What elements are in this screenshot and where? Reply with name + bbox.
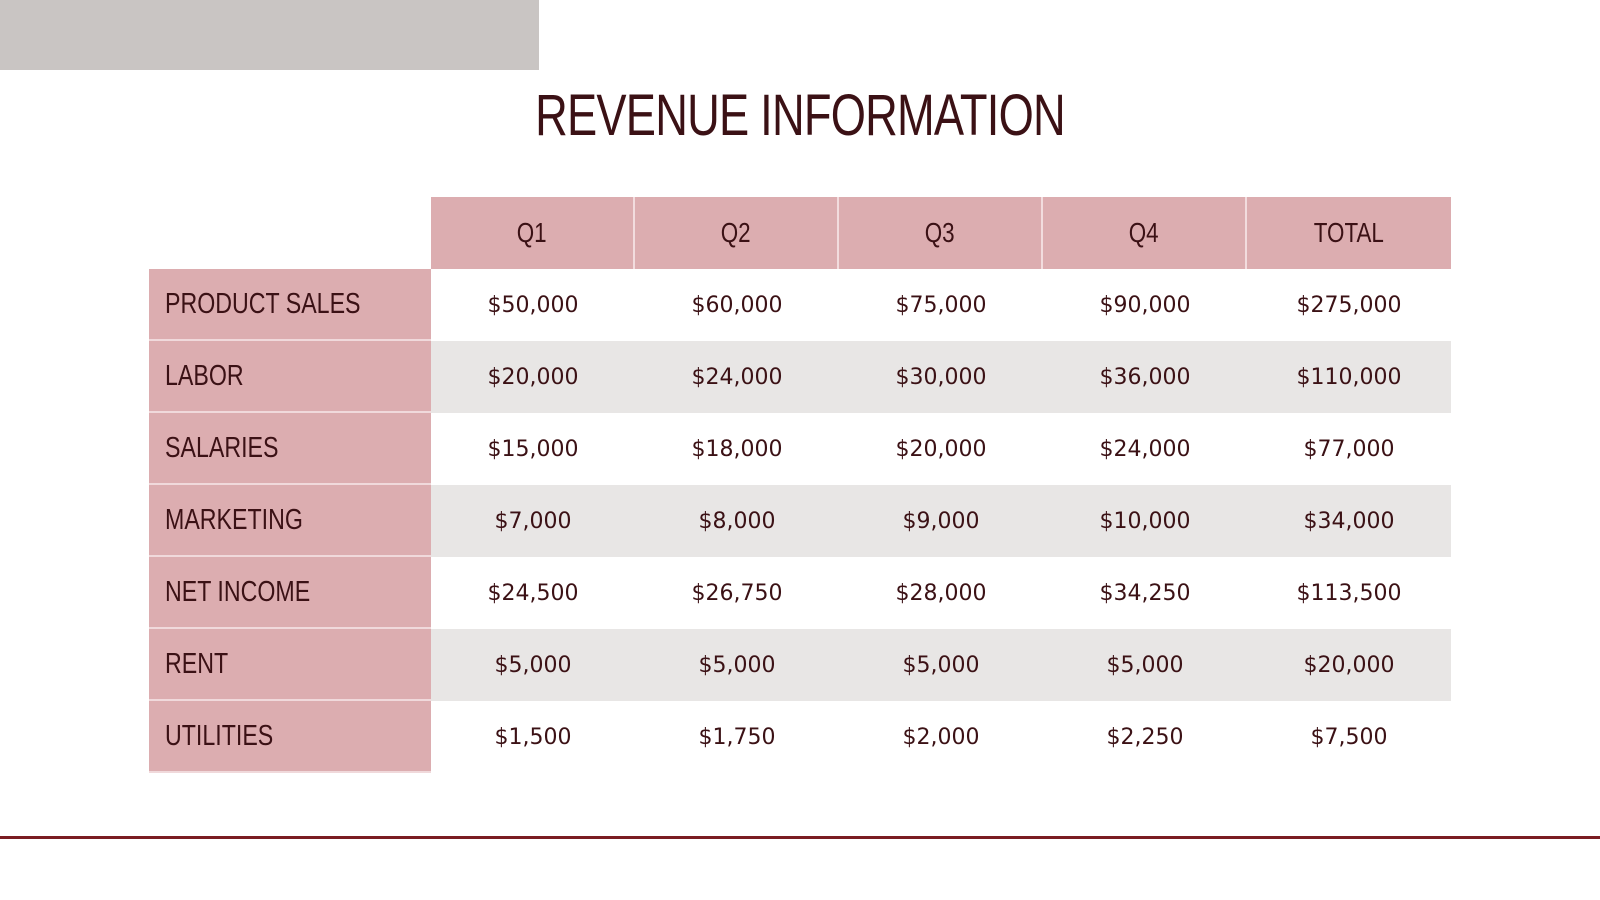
row-header-label: UTILITIES <box>165 719 274 752</box>
table-cell: $34,250 <box>1043 557 1247 629</box>
table-cell: $2,000 <box>839 701 1043 773</box>
table-cell: $36,000 <box>1043 341 1247 413</box>
column-header-label: Q2 <box>721 217 751 248</box>
table-cell: $28,000 <box>839 557 1043 629</box>
table-cell: $20,000 <box>839 413 1043 485</box>
table-cell: $275,000 <box>1247 269 1451 341</box>
table-cell: $75,000 <box>839 269 1043 341</box>
column-header-q2: Q2 <box>635 197 839 269</box>
table-cell: $30,000 <box>839 341 1043 413</box>
table-cell: $1,750 <box>635 701 839 773</box>
table-corner-blank <box>149 197 431 269</box>
column-header-q4: Q4 <box>1043 197 1247 269</box>
table-cell: $7,500 <box>1247 701 1451 773</box>
table-cell: $20,000 <box>431 341 635 413</box>
table-cell: $110,000 <box>1247 341 1451 413</box>
table-cell: $5,000 <box>635 629 839 701</box>
column-header-label: TOTAL <box>1313 217 1385 248</box>
row-header-product-sales: PRODUCT SALES <box>149 269 431 341</box>
table-cell: $24,000 <box>1043 413 1247 485</box>
decorative-corner-block <box>0 0 539 70</box>
table-cell: $24,500 <box>431 557 635 629</box>
row-header-utilities: UTILITIES <box>149 701 431 773</box>
column-header-q1: Q1 <box>431 197 635 269</box>
table-cell: $60,000 <box>635 269 839 341</box>
table-cell: $1,500 <box>431 701 635 773</box>
column-header-label: Q3 <box>925 217 955 248</box>
table-cell: $15,000 <box>431 413 635 485</box>
row-header-marketing: MARKETING <box>149 485 431 557</box>
row-header-label: PRODUCT SALES <box>165 287 361 320</box>
table-cell: $26,750 <box>635 557 839 629</box>
row-header-salaries: SALARIES <box>149 413 431 485</box>
row-header-label: LABOR <box>165 359 244 392</box>
column-header-total: TOTAL <box>1247 197 1451 269</box>
table-cell: $5,000 <box>839 629 1043 701</box>
row-header-label: SALARIES <box>165 431 279 464</box>
row-header-label: MARKETING <box>165 503 303 536</box>
row-header-rent: RENT <box>149 629 431 701</box>
table-cell: $9,000 <box>839 485 1043 557</box>
page-title: REVENUE INFORMATION <box>535 83 1066 148</box>
table-cell: $50,000 <box>431 269 635 341</box>
table-cell: $5,000 <box>1043 629 1247 701</box>
row-header-label: RENT <box>165 647 229 680</box>
table-cell: $113,500 <box>1247 557 1451 629</box>
table-cell: $7,000 <box>431 485 635 557</box>
table-cell: $34,000 <box>1247 485 1451 557</box>
row-header-label: NET INCOME <box>165 575 311 608</box>
column-header-q3: Q3 <box>839 197 1043 269</box>
bottom-divider <box>0 836 1600 839</box>
table-cell: $18,000 <box>635 413 839 485</box>
table-cell: $10,000 <box>1043 485 1247 557</box>
column-header-label: Q1 <box>517 217 547 248</box>
table-cell: $8,000 <box>635 485 839 557</box>
revenue-table: Q1 Q2 Q3 Q4 TOTAL PRODUCT SALES $50,000 $60,000… <box>149 197 1451 773</box>
table-cell: $5,000 <box>431 629 635 701</box>
table-cell: $2,250 <box>1043 701 1247 773</box>
column-header-label: Q4 <box>1129 217 1159 248</box>
table-cell: $20,000 <box>1247 629 1451 701</box>
row-header-net-income: NET INCOME <box>149 557 431 629</box>
row-header-labor: LABOR <box>149 341 431 413</box>
table-cell: $77,000 <box>1247 413 1451 485</box>
table-cell: $24,000 <box>635 341 839 413</box>
table-cell: $90,000 <box>1043 269 1247 341</box>
